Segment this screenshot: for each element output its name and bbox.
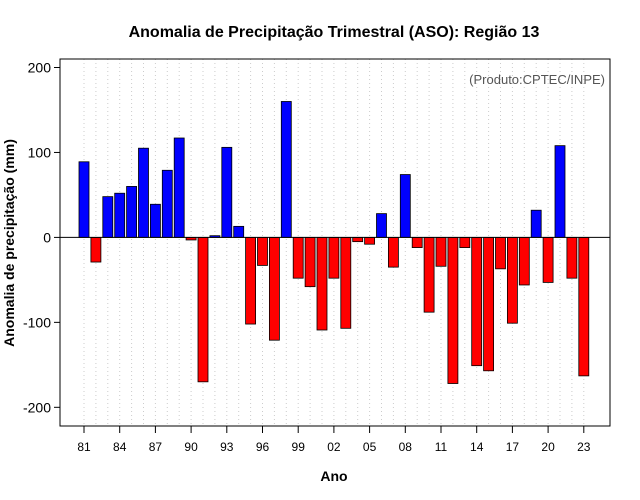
bar-2020 (542, 236, 554, 283)
bar-1998 (280, 101, 292, 238)
x-tick-label: 08 (399, 440, 413, 454)
x-tick-label: 02 (327, 440, 341, 454)
x-tick-label: 11 (435, 440, 448, 454)
bar-2016 (495, 236, 506, 270)
x-axis-label: Ano (320, 468, 347, 484)
bar-2005 (364, 236, 376, 245)
bar-1989 (173, 137, 185, 238)
bar-2013 (459, 236, 471, 248)
y-tick-label: 100 (28, 144, 52, 160)
plot-frame (59, 58, 611, 427)
y-axis: -200 -100 0 100 200 (23, 59, 60, 415)
bar-2014 (471, 236, 483, 367)
y-tick-label: -200 (23, 399, 51, 415)
bar-2009 (411, 236, 423, 248)
bar-2007 (387, 236, 399, 268)
bar-2022 (566, 236, 578, 279)
y-tick-label: 0 (43, 229, 51, 245)
bar-2018 (518, 236, 530, 286)
bar-2023 (578, 236, 590, 377)
x-tick-label: 81 (77, 440, 91, 454)
bar-1987 (149, 203, 161, 238)
bar-2019 (530, 209, 542, 238)
bar-1986 (138, 147, 149, 238)
x-tick-label: 99 (292, 440, 306, 454)
bar-2000 (304, 236, 316, 288)
bar-1993 (221, 146, 233, 238)
x-tick-label: 05 (363, 440, 377, 454)
bar-2008 (399, 174, 411, 238)
x-tick-label: 90 (184, 440, 198, 454)
x-tick-label: 20 (541, 440, 555, 454)
y-axis-label: Anomalia de precipitação (mm) (1, 139, 17, 347)
bar-1999 (292, 236, 304, 279)
bar-1983 (102, 196, 114, 238)
bar-2011 (435, 236, 447, 267)
bar-2001 (316, 236, 328, 331)
bar-1982 (90, 236, 102, 263)
x-tick-label: 93 (220, 440, 234, 454)
bar-1988 (161, 169, 173, 238)
bar-1997 (268, 236, 280, 341)
bar-1994 (233, 225, 245, 238)
x-tick-label: 23 (577, 440, 591, 454)
chart-title: Anomalia de Precipitação Trimestral (ASO… (129, 24, 540, 41)
bar-1984 (114, 192, 126, 238)
bar-1985 (126, 186, 137, 238)
credit-label: (Produto:CPTEC/INPE) (469, 72, 605, 87)
bar-2006 (376, 213, 387, 238)
bar-2002 (328, 236, 340, 279)
bar-2004 (352, 236, 364, 243)
x-tick-label: 14 (470, 440, 484, 454)
bars (78, 101, 590, 384)
x-tick-label: 96 (256, 440, 270, 454)
x-tick-label: 17 (506, 440, 520, 454)
bar-2017 (506, 236, 518, 324)
bar-1996 (257, 236, 268, 266)
bar-2012 (447, 236, 459, 384)
bar-2010 (423, 236, 435, 313)
bar-2021 (554, 145, 566, 238)
bar-2003 (340, 236, 352, 329)
bar-2015 (483, 236, 495, 372)
y-tick-label: 200 (28, 59, 52, 75)
x-axis: 81 84 87 90 93 96 99 02 05 08 11 14 17 20 23 (77, 426, 591, 454)
bar-1995 (245, 236, 257, 325)
bar-1991 (197, 236, 209, 383)
x-tick-label: 84 (113, 440, 127, 454)
y-tick-label: -100 (23, 314, 51, 330)
bar-1981 (78, 161, 90, 238)
x-tick-label: 87 (149, 440, 163, 454)
